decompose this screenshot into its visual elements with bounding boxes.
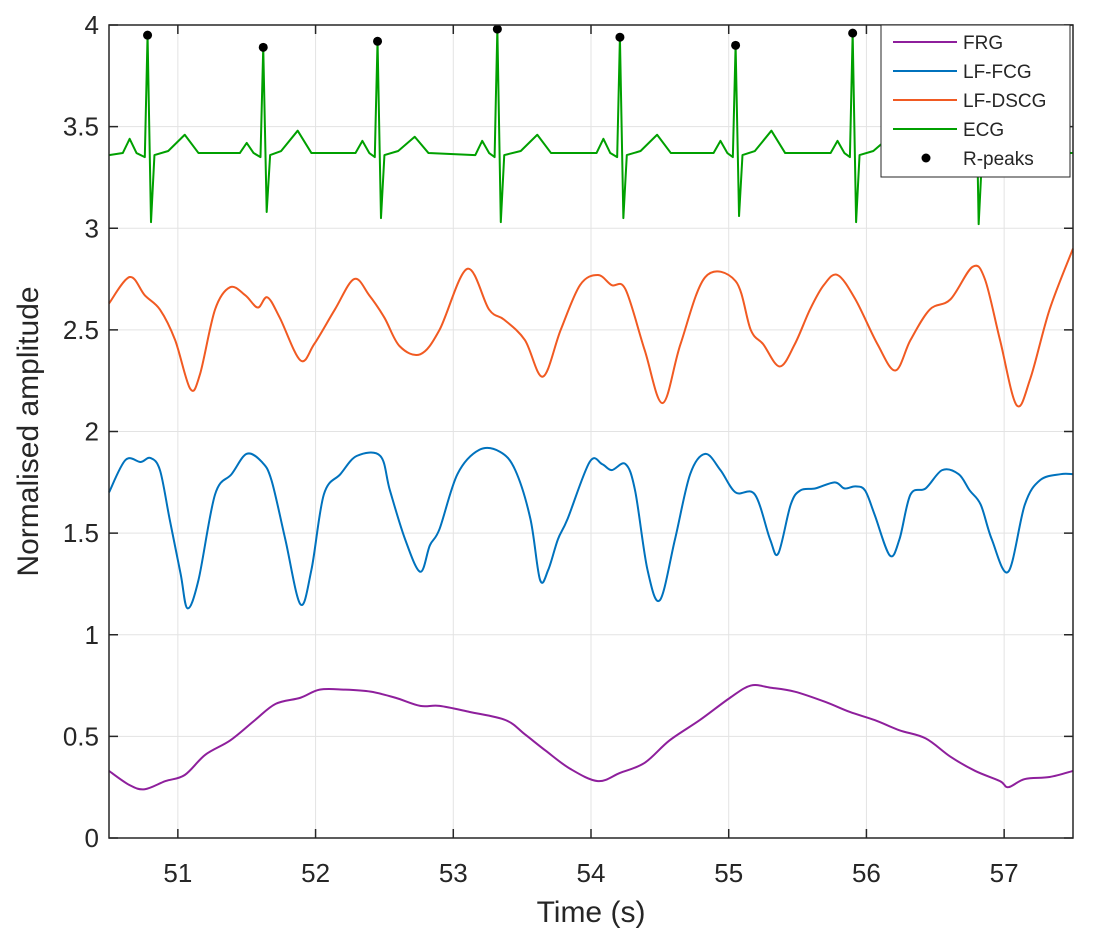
r-peaks-marker	[848, 28, 858, 38]
x-tick-label: 55	[714, 858, 743, 888]
legend: FRG LF-FCG LF-DSCG ECG R-peaks	[880, 24, 1071, 178]
r-peaks-marker	[258, 42, 268, 52]
legend-marker	[921, 153, 931, 163]
legend-label: ECG	[963, 120, 1004, 141]
y-tick-label: 2.5	[63, 315, 99, 345]
ecg-line	[108, 28, 1073, 226]
lf-fcg-line	[108, 446, 1074, 610]
x-axis-label: Time (s)	[537, 896, 646, 929]
y-tick-label: 1	[85, 620, 99, 650]
x-tick-label: 57	[990, 858, 1019, 888]
y-tick-label: 0.5	[63, 721, 99, 751]
x-tick-label: 52	[301, 858, 330, 888]
legend-label: LF-FCG	[963, 62, 1032, 83]
legend-label: FRG	[963, 33, 1003, 54]
y-tick-label: 3.5	[63, 112, 99, 142]
legend-label: LF-DSCG	[963, 91, 1046, 112]
grid	[109, 24, 1073, 839]
r-peaks-marker	[143, 30, 153, 40]
r-peaks-marker	[492, 24, 502, 34]
x-tick-label: 54	[577, 858, 606, 888]
x-tick-label: 53	[439, 858, 468, 888]
y-tick-label: 2	[85, 417, 99, 447]
y-tick-label: 1.5	[63, 518, 99, 548]
y-tick-label: 0	[85, 823, 99, 853]
lf-dscg-line	[108, 248, 1074, 408]
x-tick-label: 51	[163, 858, 192, 888]
legend-label: R-peaks	[963, 149, 1034, 170]
r-peaks-marker	[731, 40, 741, 50]
plot-area	[108, 24, 1074, 791]
y-axis-label: Normalised amplitude	[12, 286, 45, 576]
r-peaks-marker	[373, 36, 383, 46]
frg-line	[108, 684, 1074, 791]
x-tick-label: 56	[852, 858, 881, 888]
r-peaks-marker	[615, 32, 625, 42]
y-tick-label: 4	[85, 10, 99, 40]
ticks: 51 52 53 54 55 56 57 0 0.5 1 1.5 2 2.5 3 3.5 4	[63, 10, 1073, 888]
y-tick-label: 3	[85, 213, 99, 243]
